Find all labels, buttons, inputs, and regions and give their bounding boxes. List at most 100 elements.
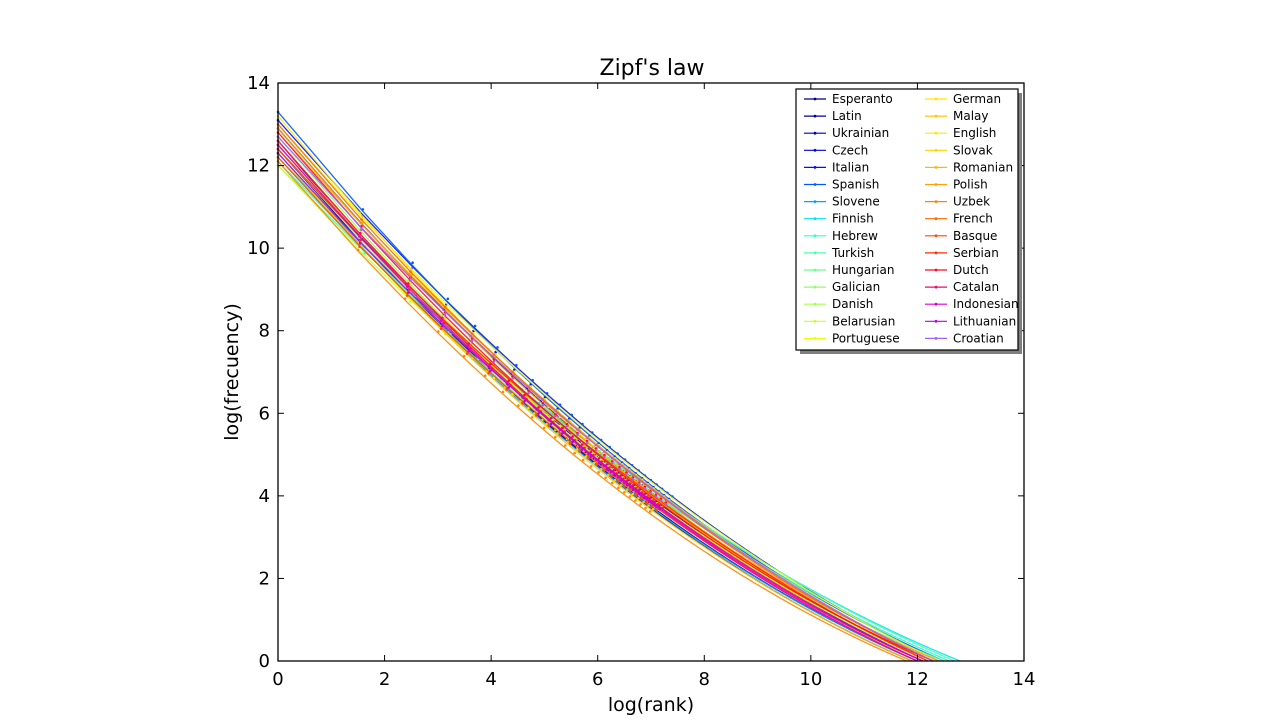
y-tick-label: 10 <box>247 238 270 259</box>
data-point <box>483 374 487 378</box>
data-point <box>439 327 443 331</box>
legend-item: English <box>925 126 996 140</box>
series-layer <box>276 110 961 662</box>
data-point <box>467 349 471 353</box>
data-point <box>407 291 410 294</box>
plot-frame <box>277 82 1025 662</box>
legend-label: Finnish <box>832 212 874 226</box>
data-point <box>558 403 562 407</box>
data-point <box>489 369 492 373</box>
data-point <box>545 422 548 426</box>
legend-marker <box>813 200 817 204</box>
legend-item: Turkish <box>804 246 874 260</box>
data-point <box>539 408 542 411</box>
data-point <box>639 503 642 506</box>
x-axis-label: log(rank) <box>608 694 694 716</box>
data-point <box>467 342 471 345</box>
legend-label: Hungarian <box>832 263 894 277</box>
legend-marker <box>934 251 938 255</box>
legend-item: Dutch <box>925 263 989 277</box>
data-point <box>618 467 621 471</box>
legend-marker <box>813 148 817 152</box>
legend-label: Portuguese <box>832 331 900 345</box>
data-point <box>595 463 598 467</box>
legend-label: Dutch <box>953 263 989 277</box>
data-point <box>631 492 635 496</box>
legend-marker <box>813 337 817 340</box>
data-point <box>576 433 579 437</box>
legend-marker <box>813 234 817 238</box>
data-point <box>549 422 553 426</box>
data-point <box>554 415 557 418</box>
data-point <box>587 457 590 460</box>
legend-label: Lithuanian <box>953 314 1016 328</box>
data-point <box>612 468 616 472</box>
legend-marker <box>934 234 938 238</box>
data-point <box>613 478 617 482</box>
legend-item: Serbian <box>925 246 999 260</box>
data-point <box>608 445 611 449</box>
data-point <box>597 457 601 460</box>
legend-marker <box>813 114 817 118</box>
data-point <box>403 297 407 300</box>
data-point <box>637 482 641 486</box>
data-point <box>571 435 574 438</box>
legend-label: Serbian <box>953 246 999 260</box>
data-point <box>554 413 557 416</box>
data-point <box>541 402 545 405</box>
legend-item: Uzbek <box>925 195 990 209</box>
data-point <box>623 491 626 494</box>
legend-marker <box>934 302 938 306</box>
data-point <box>578 450 581 453</box>
data-point <box>568 442 572 446</box>
data-point <box>507 379 511 383</box>
data-point <box>527 389 530 393</box>
data-point <box>561 426 564 430</box>
data-point <box>643 496 646 500</box>
legend-item: Portuguese <box>804 331 900 345</box>
legend-marker <box>934 268 938 272</box>
data-point <box>590 431 594 434</box>
data-point <box>561 432 564 435</box>
legend-item: Polish <box>925 178 988 192</box>
data-point <box>487 372 491 375</box>
data-point <box>473 324 477 328</box>
data-point <box>537 406 540 409</box>
x-tick-label: 4 <box>485 669 496 690</box>
legend-item: Italian <box>804 160 869 174</box>
data-point <box>405 264 409 268</box>
data-point <box>628 495 632 498</box>
data-point <box>441 316 444 320</box>
legend-item: Hungarian <box>804 263 894 277</box>
data-point <box>462 354 466 358</box>
data-point <box>620 483 623 487</box>
y-tick-label: 14 <box>247 73 270 94</box>
data-point <box>405 294 409 297</box>
legend-marker <box>813 319 817 323</box>
data-point <box>565 424 569 428</box>
data-point <box>501 390 505 394</box>
legend-marker <box>813 268 817 272</box>
legend-marker <box>934 148 938 152</box>
data-point <box>610 481 614 485</box>
data-point <box>580 448 584 451</box>
legend-label: Belarusian <box>832 314 895 328</box>
data-point <box>592 461 596 465</box>
legend-item: Romanian <box>925 160 1013 174</box>
data-point <box>535 414 538 417</box>
series-croatian <box>276 135 934 662</box>
legend-marker <box>934 319 938 323</box>
data-point <box>511 370 514 374</box>
data-point <box>594 448 598 452</box>
legend-marker <box>934 217 938 221</box>
data-point <box>358 235 361 238</box>
data-point <box>507 386 511 389</box>
x-tick-label: 6 <box>592 669 603 690</box>
series-malay <box>276 151 913 662</box>
data-point <box>437 330 440 333</box>
legend-marker <box>934 131 938 135</box>
data-point <box>584 455 587 459</box>
data-point <box>527 391 530 395</box>
data-point <box>470 332 474 335</box>
data-point <box>496 346 499 349</box>
